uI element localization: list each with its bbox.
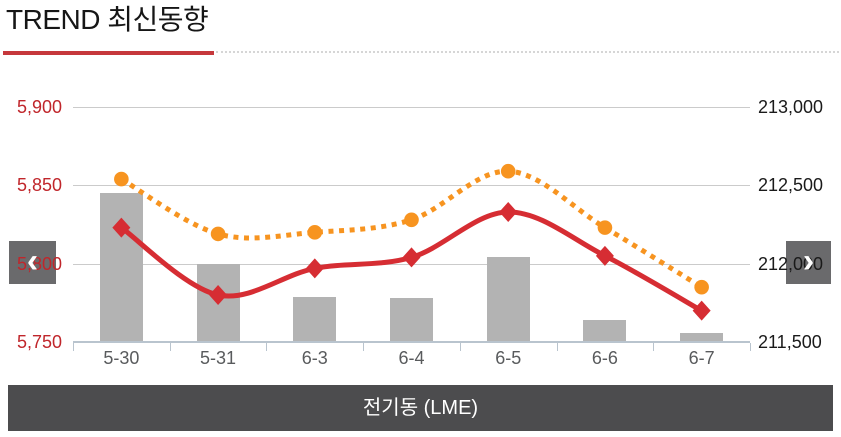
title-underline-accent <box>3 51 214 55</box>
line-dotted-orange-marker <box>694 279 709 295</box>
line-dotted-orange-marker <box>114 171 129 187</box>
gridline <box>73 107 750 108</box>
line-dotted-orange-marker <box>597 220 613 235</box>
x-axis-tick <box>750 343 751 351</box>
line-solid-red-marker <box>305 258 324 279</box>
x-axis-tick <box>363 343 365 351</box>
y-axis-label-left: 5,800 <box>16 253 62 274</box>
x-axis-label: 6-4 <box>398 348 425 368</box>
x-axis-line <box>73 341 750 343</box>
x-axis-tick <box>169 343 171 351</box>
x-axis-tick <box>73 343 74 351</box>
y-axis-label-left: 5,900 <box>16 97 62 117</box>
bar-6-5 <box>486 257 530 341</box>
x-axis-tick <box>266 343 268 351</box>
carousel-next-button[interactable] <box>786 241 831 284</box>
line-dotted-orange-marker <box>307 225 323 240</box>
bar-6-7 <box>680 332 724 341</box>
line-solid-red-marker <box>499 201 518 222</box>
x-axis-label: 6-5 <box>495 348 522 368</box>
bar-5-30 <box>99 193 143 341</box>
x-axis-label: 6-6 <box>591 348 618 368</box>
x-axis-tick <box>459 343 461 351</box>
bar-6-3 <box>293 296 337 341</box>
line-solid-red-marker <box>692 300 711 321</box>
bar-5-31 <box>196 263 240 341</box>
bar-6-4 <box>390 298 433 341</box>
page-title: TREND 최신동향 <box>6 4 209 35</box>
y-axis-label-right: 211,500 <box>758 332 822 352</box>
title-underline-dotted <box>216 51 839 53</box>
carousel-prev-button[interactable] <box>9 241 56 284</box>
x-axis-label: 6-3 <box>301 348 328 368</box>
x-axis-label: 5-30 <box>103 348 140 368</box>
line-dotted-orange-marker <box>210 226 226 242</box>
gridline <box>73 263 750 265</box>
y-axis-label-right: 212,000 <box>758 253 824 274</box>
bar-6-6 <box>583 320 627 341</box>
line-dotted-orange-marker <box>404 212 419 228</box>
y-axis-label-left: 5,850 <box>16 175 62 196</box>
y-axis-label-right: 212,500 <box>758 175 824 196</box>
gridline <box>73 185 750 187</box>
x-axis-tick <box>653 343 655 351</box>
x-axis-tick <box>556 343 558 351</box>
series-title-label: 전기동 (LME) <box>362 397 479 419</box>
line-dotted-orange-marker <box>500 163 516 179</box>
x-axis-label: 6-7 <box>688 348 715 368</box>
y-axis-label-right: 213,000 <box>758 97 824 117</box>
x-axis-label: 5-31 <box>200 348 237 368</box>
series-title-bar: 전기동 (LME) <box>8 385 833 431</box>
y-axis-label-left: 5,750 <box>16 332 62 352</box>
